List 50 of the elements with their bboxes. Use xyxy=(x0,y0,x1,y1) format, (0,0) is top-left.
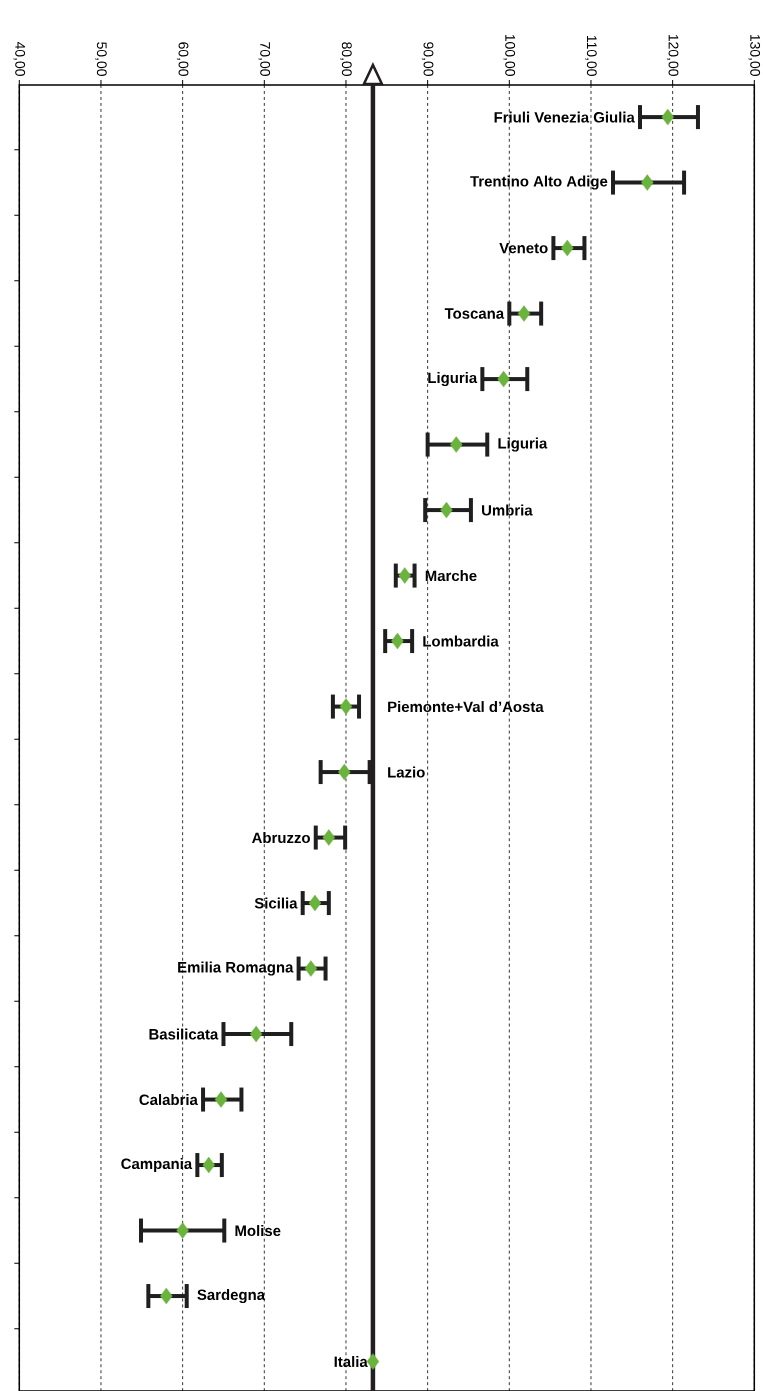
y-tick-label: Lombardia xyxy=(423,635,499,647)
y-tick-label: Calabria xyxy=(139,1094,198,1106)
y-tick-label: Basilicata xyxy=(149,1028,219,1040)
y-tick-label: Italia xyxy=(334,1356,368,1368)
point xyxy=(440,501,453,519)
x-tick-label: 60,00 xyxy=(176,42,189,76)
point xyxy=(338,763,351,781)
y-tick-label: Liguria xyxy=(498,437,548,452)
y-tick-label: Trentino Alto Adige xyxy=(470,175,608,190)
y-tick-label: Toscana xyxy=(444,308,505,319)
point xyxy=(322,829,336,846)
x-tick-label: 70,00 xyxy=(258,42,271,76)
y-tick-label: Campania xyxy=(121,1158,193,1173)
y-tick-label: Molise xyxy=(235,1225,281,1237)
point xyxy=(366,1353,380,1370)
point xyxy=(450,436,463,453)
x-tick-label: 90,00 xyxy=(421,42,434,76)
point xyxy=(160,1287,173,1305)
y-tick-label: Piemonte+Val d’Aosta xyxy=(388,701,544,713)
point xyxy=(339,698,353,715)
x-tick-label: 120,00 xyxy=(666,34,679,76)
x-tick-label: 80,00 xyxy=(340,42,352,76)
point xyxy=(641,174,654,191)
y-tick-label: Sicilia xyxy=(254,897,298,909)
point xyxy=(202,1156,215,1174)
y-tick-label: Marche xyxy=(425,570,477,582)
point xyxy=(517,305,531,322)
point xyxy=(497,370,510,388)
y-tick-label: Emilia Romagna xyxy=(178,961,294,976)
point xyxy=(304,960,318,977)
point xyxy=(176,1222,189,1239)
point xyxy=(661,108,674,126)
y-tick-label: Lazio xyxy=(388,766,425,778)
x-tick-label: 100,00 xyxy=(503,34,516,76)
point xyxy=(398,567,411,584)
y-tick-label: Liguria xyxy=(428,372,478,387)
y-tick-label: Abruzzo xyxy=(251,832,310,844)
x-tick-label: 40,00 xyxy=(13,41,26,76)
y-tick-label: Friuli Venezia Giulia xyxy=(494,111,635,123)
point xyxy=(308,894,322,912)
y-tick-label: Veneto xyxy=(499,242,548,254)
x-tick-label: 50,00 xyxy=(95,42,107,76)
point xyxy=(249,1025,263,1043)
x-tick-label: 130,00 xyxy=(748,34,761,76)
y-tick-label: Sardegna xyxy=(197,1289,266,1304)
point xyxy=(214,1091,228,1108)
y-tick-label: Umbria xyxy=(482,504,533,516)
x-tick-label: 110,00 xyxy=(585,35,597,76)
point xyxy=(391,632,404,650)
point xyxy=(561,239,574,257)
